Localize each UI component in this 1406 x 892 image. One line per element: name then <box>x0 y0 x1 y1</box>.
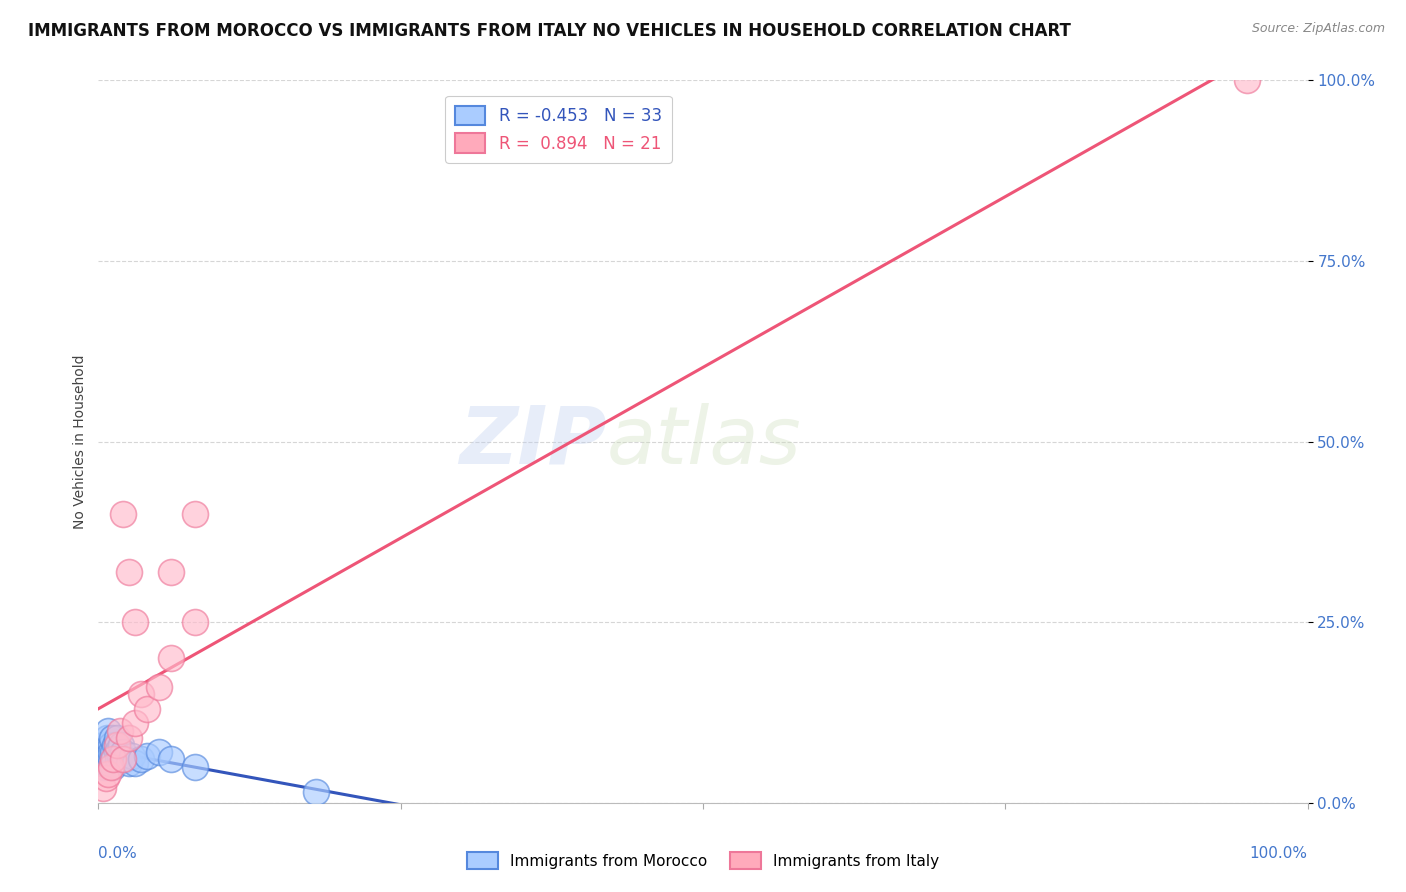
Point <box>93 760 115 774</box>
Point <box>100 738 122 752</box>
Point <box>96 731 118 745</box>
Point <box>98 760 121 774</box>
Point <box>111 507 134 521</box>
Point <box>129 687 152 701</box>
Point <box>111 745 134 759</box>
Point <box>101 752 124 766</box>
Point <box>97 723 120 738</box>
Point <box>91 752 114 766</box>
Point <box>97 767 120 781</box>
Point <box>148 745 170 759</box>
Text: ZIP: ZIP <box>458 402 606 481</box>
Point <box>160 651 183 665</box>
Point <box>100 760 122 774</box>
Point <box>184 760 207 774</box>
Point <box>107 752 129 766</box>
Point <box>100 752 122 766</box>
Point <box>135 748 157 763</box>
Point <box>103 752 125 766</box>
Point <box>111 752 134 766</box>
Point <box>108 748 131 763</box>
Point <box>184 507 207 521</box>
Point <box>1236 73 1258 87</box>
Point <box>108 723 131 738</box>
Point <box>118 756 141 770</box>
Point <box>118 565 141 579</box>
Text: 100.0%: 100.0% <box>1250 847 1308 861</box>
Point <box>105 731 128 745</box>
Point <box>108 741 131 756</box>
Point <box>104 738 127 752</box>
Point <box>91 738 114 752</box>
Point <box>121 748 143 763</box>
Text: 0.0%: 0.0% <box>98 847 138 861</box>
Text: IMMIGRANTS FROM MOROCCO VS IMMIGRANTS FROM ITALY NO VEHICLES IN HOUSEHOLD CORREL: IMMIGRANTS FROM MOROCCO VS IMMIGRANTS FR… <box>28 22 1071 40</box>
Point <box>129 752 152 766</box>
Point <box>101 760 124 774</box>
Legend: Immigrants from Morocco, Immigrants from Italy: Immigrants from Morocco, Immigrants from… <box>461 846 945 875</box>
Point <box>148 680 170 694</box>
Point <box>114 752 136 766</box>
Point <box>135 702 157 716</box>
Point <box>305 785 328 799</box>
Point <box>160 565 183 579</box>
Point <box>100 745 122 759</box>
Text: atlas: atlas <box>606 402 801 481</box>
Y-axis label: No Vehicles in Household: No Vehicles in Household <box>73 354 87 529</box>
Point <box>124 615 146 630</box>
Point <box>94 745 117 759</box>
Point <box>124 716 146 731</box>
Point <box>105 738 128 752</box>
Point <box>91 781 114 796</box>
Point <box>94 771 117 785</box>
Point <box>124 756 146 770</box>
Point <box>100 731 122 745</box>
Point <box>101 745 124 759</box>
Point <box>105 745 128 759</box>
Point <box>118 731 141 745</box>
Point <box>97 752 120 766</box>
Point <box>160 752 183 766</box>
Point <box>184 615 207 630</box>
Legend: R = -0.453   N = 33, R =  0.894   N = 21: R = -0.453 N = 33, R = 0.894 N = 21 <box>446 95 672 162</box>
Text: Source: ZipAtlas.com: Source: ZipAtlas.com <box>1251 22 1385 36</box>
Point <box>110 738 132 752</box>
